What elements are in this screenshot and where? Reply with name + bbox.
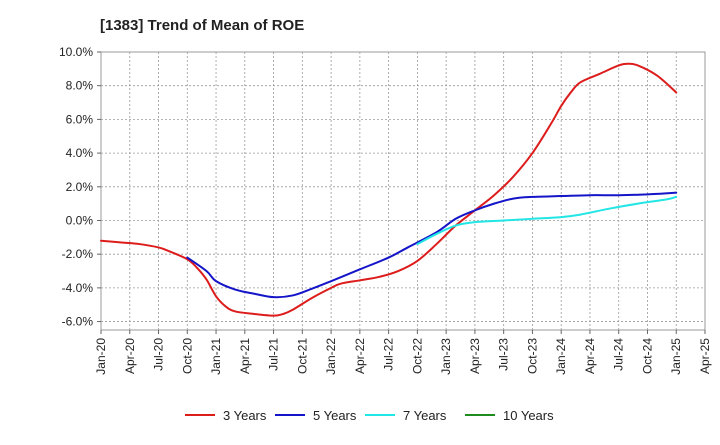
x-tick-label: Jan-22 <box>324 338 338 375</box>
x-tick-label: Jul-21 <box>267 338 281 371</box>
legend: 3 Years 5 Years 7 Years 10 Years <box>185 408 554 423</box>
x-tick-label: Jan-21 <box>209 338 223 375</box>
y-tick-label: -6.0% <box>62 315 94 329</box>
series-line-3-years <box>100 62 678 317</box>
x-tick-label: Apr-20 <box>123 338 137 374</box>
y-axis-ticks: 10.0% 8.0% 6.0% 4.0% 2.0% 0.0% -2.0% -4.0% -6.0% <box>59 45 101 329</box>
y-tick-label: -2.0% <box>62 247 94 261</box>
x-tick-label: Jul-20 <box>152 338 166 371</box>
x-tick-label: Oct-20 <box>180 338 194 374</box>
x-tick-label: Oct-22 <box>410 338 424 374</box>
x-tick-label: Apr-21 <box>238 338 252 374</box>
x-tick-label: Oct-21 <box>295 338 309 374</box>
x-tick-label: Jul-23 <box>497 338 511 371</box>
x-tick-label: Jan-25 <box>669 338 683 375</box>
series-lines <box>100 62 678 317</box>
legend-label-10-years: 10 Years <box>503 408 554 423</box>
y-tick-label: 0.0% <box>66 213 94 227</box>
series-line-7-years <box>416 195 678 246</box>
series-line-5-years <box>186 191 678 299</box>
x-tick-label: Apr-22 <box>353 338 367 374</box>
chart-title: [1383] Trend of Mean of ROE <box>100 17 304 34</box>
x-tick-label: Jul-24 <box>612 338 626 371</box>
legend-label-3-years: 3 Years <box>223 408 267 423</box>
grid-lines <box>100 51 706 330</box>
y-tick-label: 2.0% <box>66 180 94 194</box>
x-tick-label: Oct-24 <box>640 338 654 374</box>
x-tick-label: Apr-25 <box>698 338 712 374</box>
x-axis-ticks: Jan-20 Apr-20 Jul-20 Oct-20 Jan-21 Apr-21 Jul-… <box>94 330 712 375</box>
x-tick-label: Jul-22 <box>382 338 396 371</box>
legend-label-5-years: 5 Years <box>313 408 357 423</box>
x-tick-label: Apr-24 <box>583 338 597 374</box>
x-tick-label: Jan-24 <box>554 338 568 375</box>
x-tick-label: Oct-23 <box>525 338 539 374</box>
y-tick-label: 8.0% <box>66 79 94 93</box>
plot-area <box>100 51 706 331</box>
x-tick-label: Apr-23 <box>468 338 482 374</box>
y-tick-label: 6.0% <box>66 112 94 126</box>
y-tick-label: 10.0% <box>59 45 93 59</box>
y-tick-label: -4.0% <box>62 281 94 295</box>
x-tick-label: Jan-20 <box>94 338 108 375</box>
legend-label-7-years: 7 Years <box>403 408 447 423</box>
x-tick-label: Jan-23 <box>439 338 453 375</box>
y-tick-label: 4.0% <box>66 146 94 160</box>
